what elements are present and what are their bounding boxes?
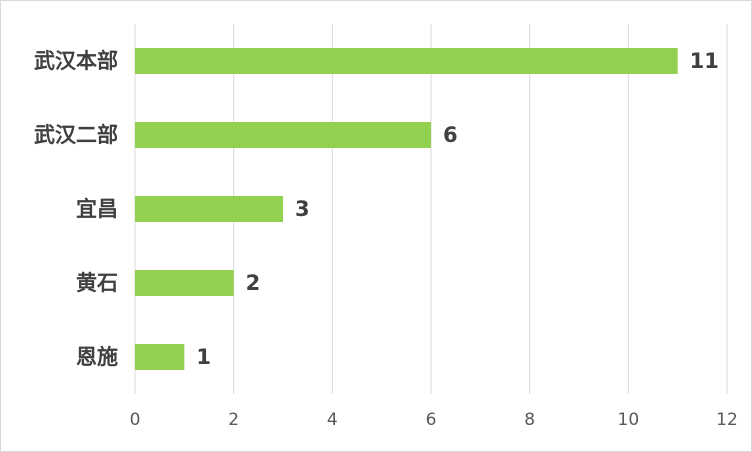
x-tick-label: 12 [716, 410, 738, 430]
bar [135, 122, 431, 148]
y-tick-label: 宜昌 [76, 197, 118, 221]
data-label: 2 [246, 271, 261, 295]
x-tick-label: 8 [524, 410, 535, 430]
data-label: 11 [690, 49, 719, 73]
x-tick-label: 4 [327, 410, 338, 430]
y-tick-label: 恩施 [76, 345, 118, 369]
y-tick-label: 武汉本部 [34, 49, 118, 73]
x-tick-label: 6 [426, 410, 437, 430]
bar [135, 196, 283, 222]
x-tick-label: 2 [228, 410, 239, 430]
x-tick-label: 10 [618, 410, 640, 430]
data-label: 3 [295, 197, 310, 221]
y-tick-label: 武汉二部 [34, 123, 118, 147]
bar [135, 270, 234, 296]
data-label: 6 [443, 123, 458, 147]
bar [135, 48, 678, 74]
data-label: 1 [196, 345, 211, 369]
bar [135, 344, 185, 370]
y-tick-label: 黄石 [76, 271, 118, 295]
x-tick-label: 0 [130, 410, 141, 430]
